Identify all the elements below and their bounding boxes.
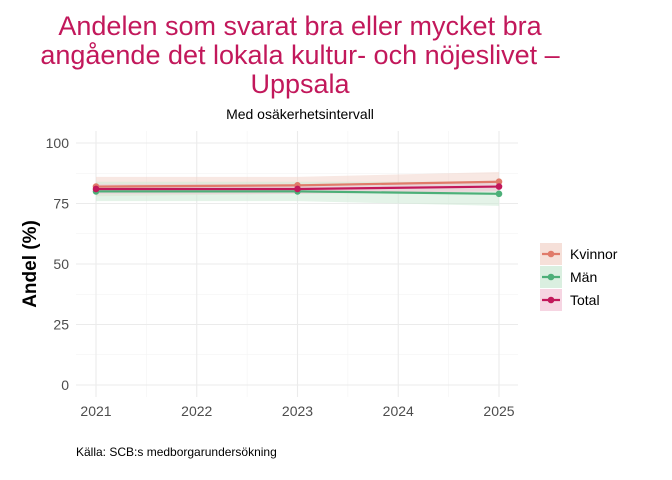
y-tick-label: 100 [46, 135, 70, 151]
series-points [92, 178, 503, 198]
legend: Kvinnor Män Total [540, 243, 618, 311]
data-point-män [495, 190, 503, 198]
x-axis-ticks: 2021 2022 2023 2024 2025 [80, 403, 514, 419]
x-tick-label: 2021 [80, 403, 111, 419]
x-tick-label: 2023 [282, 403, 313, 419]
chart-title-line-3: Uppsala [250, 69, 350, 99]
legend-point-män [547, 273, 555, 281]
y-tick-label: 0 [61, 377, 69, 393]
y-tick-label: 50 [53, 256, 69, 272]
legend-label-total: Total [570, 292, 600, 308]
legend-label-kvinnor: Kvinnor [570, 246, 618, 262]
legend-label-män: Män [570, 269, 597, 285]
legend-point-total [547, 296, 555, 304]
y-axis-ticks: 0 25 50 75 100 [46, 135, 70, 393]
chart-title-line-2: angående det lokala kultur- och nöjesliv… [40, 40, 560, 70]
y-tick-label: 25 [53, 317, 69, 333]
legend-point-kvinnor [547, 250, 555, 258]
chart-title: Andelen som svarat bra eller mycket bra … [0, 12, 600, 99]
data-point-kvinnor [495, 178, 503, 186]
data-point-total [294, 185, 301, 193]
x-tick-label: 2022 [181, 403, 212, 419]
chart-title-line-1: Andelen som svarat bra eller mycket bra [58, 11, 542, 41]
x-tick-label: 2025 [483, 403, 514, 419]
chart-caption: Källa: SCB:s medborgarundersökning [76, 445, 277, 459]
y-axis-label: Andel (%) [20, 220, 41, 308]
y-tick-label: 75 [53, 196, 69, 212]
grid-major [76, 131, 518, 397]
data-point-total [92, 185, 100, 193]
data-point-total [495, 183, 503, 190]
chart-subtitle: Med osäkerhetsintervall [226, 106, 374, 122]
x-tick-label: 2024 [383, 403, 414, 419]
